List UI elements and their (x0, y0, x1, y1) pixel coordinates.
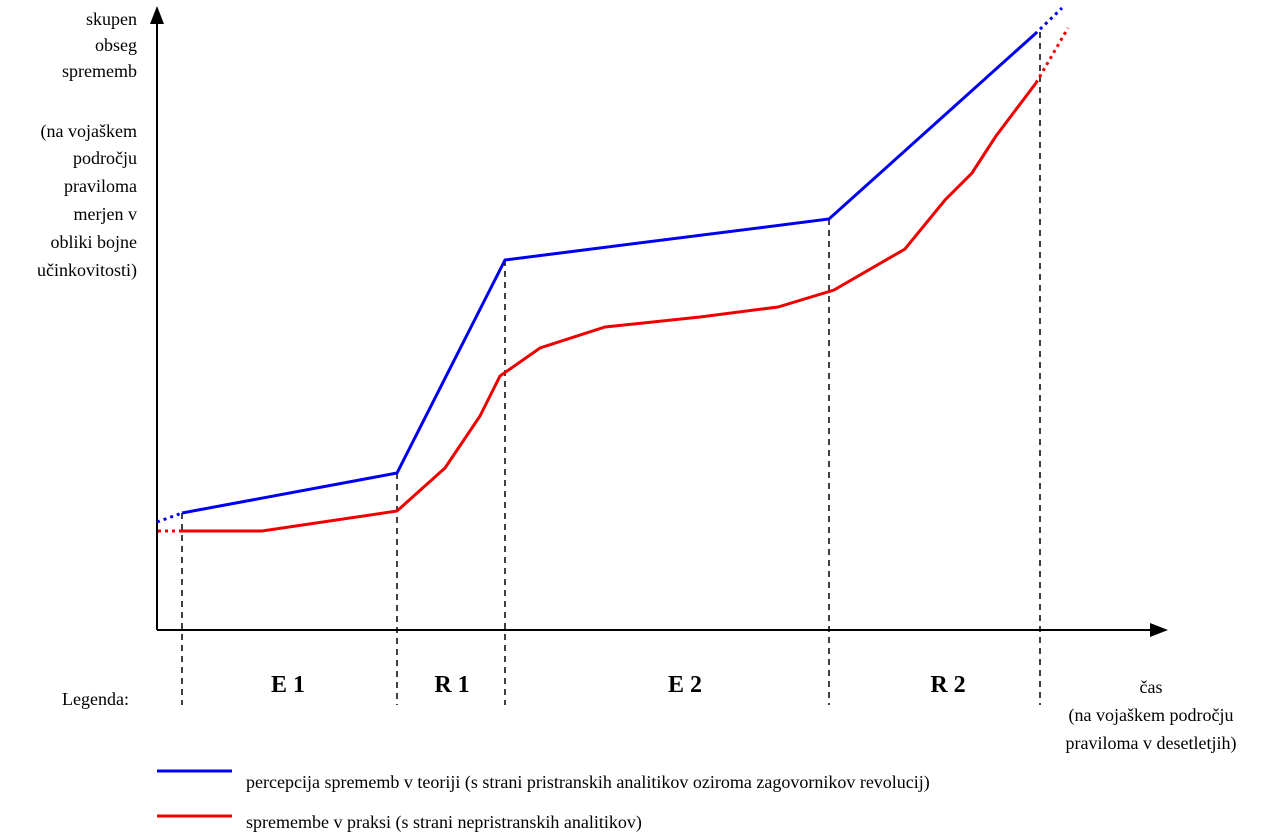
ylabel-line: obseg (95, 35, 137, 55)
legend-title: Legenda: (62, 689, 129, 709)
ylabel-line: praviloma (64, 176, 137, 196)
ylabel-line: (na vojaškem (41, 121, 137, 142)
phase-label-e1: E 1 (271, 672, 305, 698)
red-curve (182, 82, 1038, 533)
phase-label-r1: R 1 (434, 672, 469, 698)
ylabel-line: obliki bojne (51, 232, 138, 252)
phase-label-e2: E 2 (668, 672, 702, 698)
ylabel-line: skupen (86, 9, 137, 29)
ylabel-line: učinkovitosti) (37, 260, 137, 281)
phase-boundaries (181, 32, 1041, 705)
ylabel-line: področju (73, 148, 137, 168)
blue-curve (181, 32, 1037, 515)
blue-curve-dotted-start (156, 511, 183, 524)
xlabel-line: (na vojaškem področju (1069, 705, 1234, 726)
x-axis-arrow-icon (1150, 623, 1168, 637)
y-axis-label: skupen obseg sprememb (na vojaškem podro… (37, 9, 137, 281)
ylabel-line: sprememb (62, 61, 137, 81)
xlabel-line: čas (1140, 677, 1163, 697)
ylabel-line: merjen v (74, 204, 137, 224)
xlabel-line: praviloma v desetletjih) (1066, 733, 1237, 754)
y-axis-arrow-icon (150, 6, 164, 24)
blue-curve-dotted-end (1033, 6, 1064, 36)
phase-label-r2: R 2 (930, 672, 965, 698)
x-axis-label: čas (na vojaškem področju praviloma v de… (1066, 677, 1237, 754)
red-curve-dotted-end (1034, 27, 1070, 84)
legend-text-blue: percepcija sprememb v teoriji (s strani … (246, 772, 930, 793)
legend-text-red: spremembe v praksi (s strani nepristrans… (246, 812, 642, 833)
legend: percepcija sprememb v teoriji (s strani … (157, 769, 930, 833)
